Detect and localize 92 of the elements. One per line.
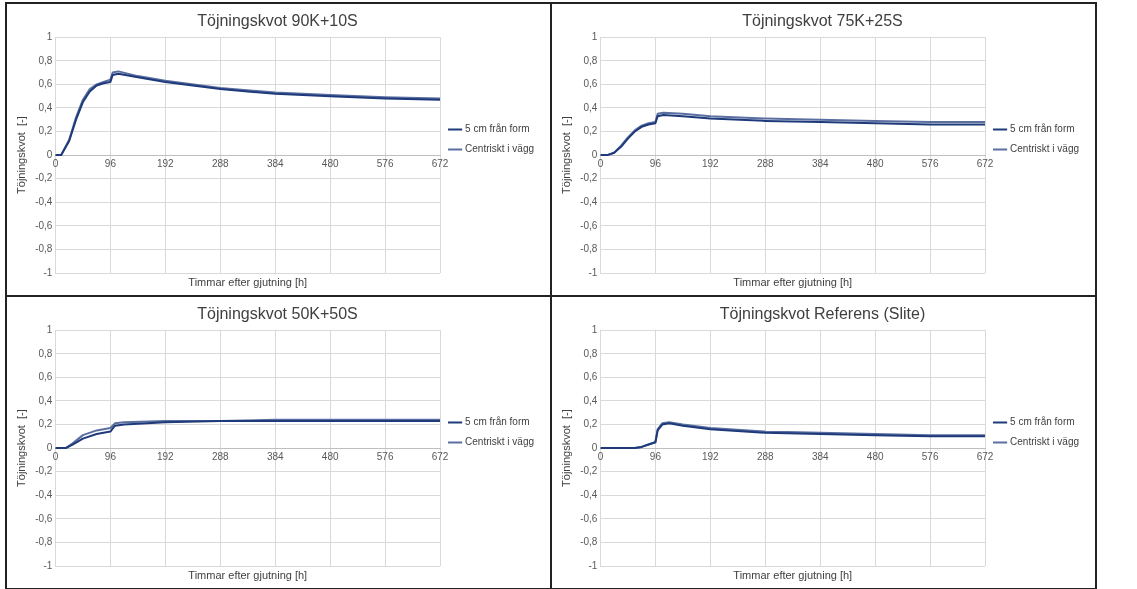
y-tick-label: -1 bbox=[588, 559, 598, 571]
legend-label: Centriskt i vägg bbox=[1010, 436, 1080, 448]
x-tick-label: 384 bbox=[266, 450, 285, 462]
y-tick-label: 1 bbox=[46, 323, 53, 335]
x-tick-label: 480 bbox=[866, 450, 884, 462]
y-tick-label: -0,8 bbox=[580, 536, 598, 548]
y-tick-label: 0,4 bbox=[38, 394, 53, 406]
legend-label: Centriskt i vägg bbox=[465, 143, 535, 155]
legend-label: 5 cm från form bbox=[1010, 416, 1075, 428]
x-tick-label: 576 bbox=[376, 157, 394, 169]
y-tick-label: -1 bbox=[588, 266, 598, 278]
x-tick-label: 192 bbox=[156, 157, 175, 169]
x-axis-title: Timmar efter gjutning [h] bbox=[733, 568, 853, 581]
y-tick-label: -0,4 bbox=[35, 489, 53, 501]
y-tick-label: 0,8 bbox=[583, 347, 598, 359]
x-tick-label: 288 bbox=[211, 157, 230, 169]
y-tick-label: -0,8 bbox=[35, 536, 53, 548]
y-tick-label: 0,8 bbox=[38, 347, 53, 359]
y-tick-label: 0,6 bbox=[583, 78, 598, 90]
x-tick-label: 576 bbox=[921, 450, 939, 462]
y-tick-label: -0,2 bbox=[580, 465, 598, 477]
x-tick-label: 384 bbox=[811, 450, 830, 462]
x-tick-label: 96 bbox=[104, 157, 117, 169]
chart-title: Töjningskvot 50K+50S bbox=[197, 305, 358, 323]
x-tick-label: 192 bbox=[701, 450, 720, 462]
y-tick-label: 0 bbox=[46, 148, 53, 160]
y-tick-label: -0,4 bbox=[580, 196, 598, 208]
y-tick-label: -0,8 bbox=[35, 243, 53, 255]
x-axis-title: Timmar efter gjutning [h] bbox=[733, 275, 853, 288]
y-tick-label: 1 bbox=[46, 30, 53, 42]
y-axis-title: Töjningskvot [-] bbox=[14, 409, 27, 487]
y-tick-label: -0,2 bbox=[580, 172, 598, 184]
y-tick-label: 0,6 bbox=[38, 78, 53, 90]
chart-title: Töjningskvot 75K+25S bbox=[742, 12, 903, 30]
y-tick-label: 0 bbox=[591, 441, 598, 453]
x-tick-label: 96 bbox=[649, 450, 662, 462]
y-tick-label: 0,8 bbox=[38, 54, 53, 66]
y-tick-label: -0,2 bbox=[35, 465, 53, 477]
y-tick-label: 0,2 bbox=[38, 418, 53, 430]
y-tick-label: 1 bbox=[591, 323, 598, 335]
x-tick-label: 384 bbox=[266, 157, 285, 169]
y-tick-label: 0,2 bbox=[583, 418, 598, 430]
legend-label: 5 cm från form bbox=[465, 416, 530, 428]
y-tick-label: 0,6 bbox=[583, 371, 598, 383]
legend-label: Centriskt i vägg bbox=[1010, 143, 1080, 155]
x-tick-label: 480 bbox=[866, 157, 884, 169]
x-tick-label: 480 bbox=[321, 450, 339, 462]
y-tick-label: 1 bbox=[591, 30, 598, 42]
y-tick-label: 0,2 bbox=[38, 125, 53, 137]
y-tick-label: -0,4 bbox=[35, 196, 53, 208]
x-tick-label: 672 bbox=[431, 157, 449, 169]
y-tick-label: 0 bbox=[46, 441, 53, 453]
y-tick-label: 0,4 bbox=[583, 101, 598, 113]
x-tick-label: 192 bbox=[156, 450, 175, 462]
x-tick-label: 384 bbox=[811, 157, 830, 169]
x-axis-title: Timmar efter gjutning [h] bbox=[188, 275, 308, 288]
legend-label: 5 cm från form bbox=[1010, 123, 1075, 135]
y-tick-label: -0,4 bbox=[580, 489, 598, 501]
y-tick-label: 0 bbox=[591, 148, 598, 160]
y-tick-label: -0,8 bbox=[580, 243, 598, 255]
x-tick-label: 288 bbox=[211, 450, 230, 462]
y-tick-label: 0,4 bbox=[38, 101, 53, 113]
legend-label: Centriskt i vägg bbox=[465, 436, 535, 448]
x-tick-label: 576 bbox=[376, 450, 394, 462]
x-tick-label: 480 bbox=[321, 157, 339, 169]
x-tick-label: 576 bbox=[921, 157, 939, 169]
x-tick-label: 288 bbox=[756, 157, 775, 169]
x-tick-label: 288 bbox=[756, 450, 775, 462]
y-tick-label: -0,6 bbox=[35, 512, 53, 524]
y-axis-title: Töjningskvot [-] bbox=[14, 116, 27, 194]
y-tick-label: 0,4 bbox=[583, 394, 598, 406]
x-tick-label: 672 bbox=[976, 157, 994, 169]
y-tick-label: -0,2 bbox=[35, 172, 53, 184]
y-tick-label: -0,6 bbox=[580, 219, 598, 231]
y-tick-label: 0,8 bbox=[583, 54, 598, 66]
y-tick-label: -1 bbox=[43, 266, 53, 278]
y-tick-label: -0,6 bbox=[580, 512, 598, 524]
x-axis-title: Timmar efter gjutning [h] bbox=[188, 568, 308, 581]
chart-title: Töjningskvot 90K+10S bbox=[197, 12, 358, 30]
y-tick-label: 0,6 bbox=[38, 371, 53, 383]
chart-title: Töjningskvot Referens (Slite) bbox=[719, 305, 926, 323]
x-tick-label: 672 bbox=[431, 450, 449, 462]
y-tick-label: 0,2 bbox=[583, 125, 598, 137]
x-tick-label: 96 bbox=[649, 157, 662, 169]
x-tick-label: 96 bbox=[104, 450, 117, 462]
x-tick-label: 672 bbox=[976, 450, 994, 462]
y-axis-title: Töjningskvot [-] bbox=[559, 409, 572, 487]
legend-label: 5 cm från form bbox=[465, 123, 530, 135]
y-tick-label: -1 bbox=[43, 559, 53, 571]
y-tick-label: -0,6 bbox=[35, 219, 53, 231]
x-tick-label: 192 bbox=[701, 157, 720, 169]
y-axis-title: Töjningskvot [-] bbox=[559, 116, 572, 194]
